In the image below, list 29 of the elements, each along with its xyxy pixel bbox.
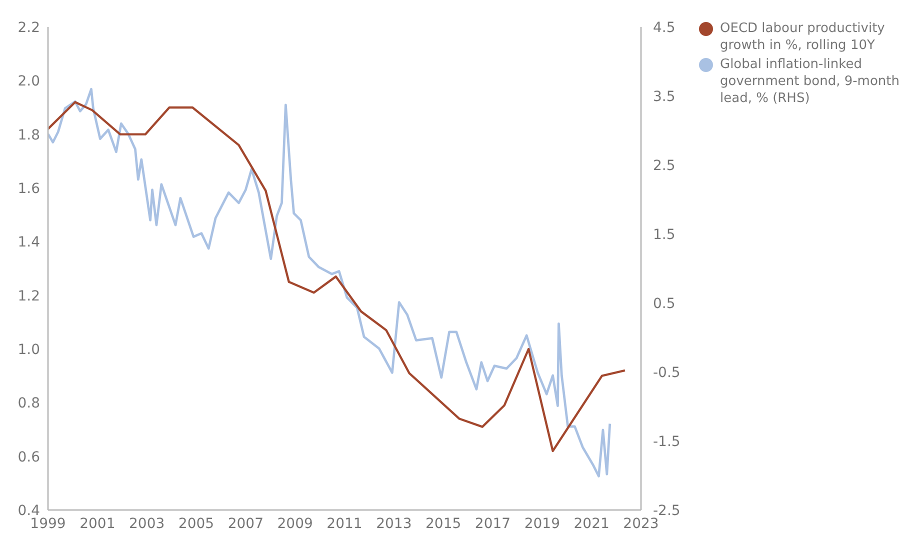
y-tick-label: 1.8 xyxy=(18,127,40,144)
y-tick-label: 2.0 xyxy=(18,74,40,90)
x-tick-label: 2003 xyxy=(129,516,165,532)
y-tick-label: 0.6 xyxy=(18,449,40,466)
y-tick-label: 1.2 xyxy=(18,288,40,304)
y2-tick-label: 2.5 xyxy=(653,158,676,174)
y-tick-label: 1.6 xyxy=(18,180,40,197)
x-tick-label: 2011 xyxy=(326,516,362,532)
x-tick-label: 2001 xyxy=(80,516,116,532)
y2-tick-label: 4.5 xyxy=(653,20,676,36)
x-tick-label: 2009 xyxy=(277,516,313,532)
y2-tick-label: 1.5 xyxy=(653,226,676,243)
legend-label: Global inflation-linked government bond, 9-month lead, % (RHS) xyxy=(720,56,900,107)
x-tick-label: 2015 xyxy=(426,516,462,532)
y2-tick-label: 3.5 xyxy=(653,88,676,105)
y-tick-label: 1.4 xyxy=(18,234,40,251)
legend-label: OECD labour productivity growth in %, rolling 10Y xyxy=(720,20,886,54)
y-tick-label: 0.8 xyxy=(18,396,40,412)
x-tick-label: 2007 xyxy=(228,516,264,532)
y2-tick-label: -1.5 xyxy=(653,434,680,450)
x-tick-label: 2017 xyxy=(474,516,511,532)
y-tick-label: 1.0 xyxy=(18,342,40,358)
y2-tick-label: -0.5 xyxy=(653,364,680,381)
x-tick-label: 2021 xyxy=(574,516,610,532)
y-tick-label: 2.2 xyxy=(18,20,40,36)
x-tick-label: 2019 xyxy=(524,516,560,532)
x-tick-label: 2013 xyxy=(376,516,412,532)
x-tick-label: 2005 xyxy=(178,516,214,532)
y2-tick-label: 0.5 xyxy=(653,296,676,312)
